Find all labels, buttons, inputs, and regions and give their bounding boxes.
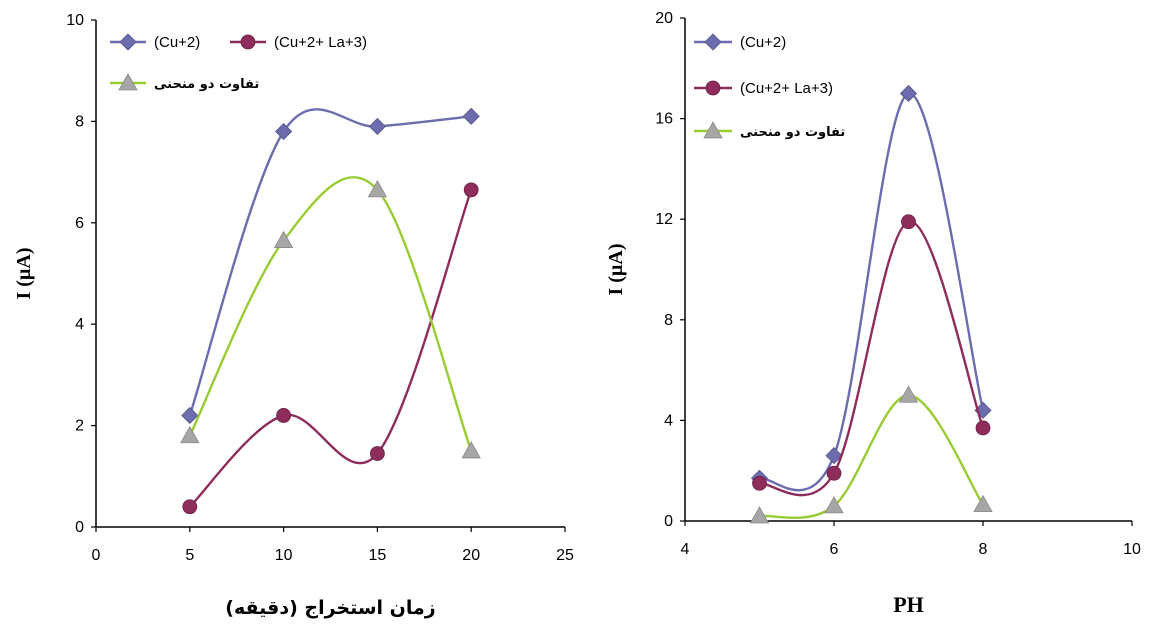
series-3 [180,176,481,459]
x-tick-label: 20 [462,547,480,564]
data-point [369,446,385,461]
x-tick-label: 5 [185,547,194,564]
data-point [749,506,770,524]
legend-marker [704,33,722,51]
legend-marker [118,73,138,91]
series-line [188,176,473,452]
y-tick-label: 2 [75,418,84,435]
legend-item: تفاوت دو منحنی [694,121,845,140]
y-tick-label: 20 [655,10,673,27]
x-tick-label: 15 [369,547,387,564]
data-point [463,182,479,198]
series-2 [182,182,479,515]
y-tick-label: 12 [655,211,673,228]
data-point [276,408,292,423]
y-tick-label: 8 [75,113,84,130]
x-axis-label: PH [893,592,924,617]
x-tick-label: 4 [681,541,690,558]
data-point [462,107,480,125]
data-point [461,441,481,459]
legend-item: تفاوت دو منحنی [110,73,259,92]
data-point [826,465,842,481]
legend-item: (Cu+2) [110,33,200,51]
x-axis-label: زمان استخراج (دقیقه) [225,597,435,619]
data-point [275,122,293,141]
legend-marker [240,34,256,50]
legend-item: (Cu+2+ La+3) [694,80,833,97]
y-axis-label: I (µA) [13,247,35,299]
series-1 [181,107,480,425]
y-tick-label: 4 [75,316,84,333]
data-point [973,494,993,513]
y-axis-label: I (µA) [605,243,627,295]
data-point [367,180,388,198]
series-2 [752,214,991,497]
legend-label: تفاوت دو منحنی [154,77,259,92]
data-point [180,425,200,444]
legend: (Cu+2) (Cu+2+ La+3) تفاوت دو منحنی [694,33,845,140]
x-tick-label: 10 [275,547,293,564]
y-tick-label: 0 [664,513,673,530]
y-tick-label: 6 [75,215,84,232]
legend-item: (Cu+2) [694,33,786,51]
series-3 [749,385,993,524]
data-point [901,214,916,230]
data-point [752,475,767,491]
x-tick-label: 10 [1123,541,1141,558]
y-tick-label: 16 [655,111,673,128]
data-point [273,230,294,248]
data-point [182,499,198,515]
legend-label: (Cu+2+ La+3) [740,80,833,97]
y-tick-label: 10 [66,12,84,29]
series-line [759,220,985,497]
legend-marker [705,80,721,96]
legend-label: (Cu+2+ La+3) [274,34,367,51]
data-point [898,385,919,403]
series-line [759,394,984,520]
series-line [188,108,472,416]
y-tick-label: 8 [664,312,673,329]
x-tick-label: 8 [979,541,988,558]
y-tick-label: 4 [664,412,673,429]
series-1 [750,84,992,492]
legend-marker [119,33,137,51]
data-point [181,406,199,425]
legend-label: (Cu+2) [154,34,200,51]
data-point [899,84,918,103]
legend-item: (Cu+2+ La+3) [230,34,367,51]
data-point [975,420,991,436]
legend-label: (Cu+2) [740,34,786,51]
legend-marker [703,121,723,139]
data-point [825,447,843,465]
data-point [368,117,386,136]
data-point [824,496,844,514]
x-tick-label: 6 [830,541,839,558]
chart-1: 0 2 4 6 8 10 0 5 10 15 20 25 I (µA) زمان استخراج (دقی… [13,12,574,619]
series-line [188,189,473,508]
x-tick-label: 25 [556,547,574,564]
y-tick-label: 0 [75,519,84,536]
x-tick-label: 0 [92,547,101,564]
series-line [759,92,985,492]
legend: (Cu+2) (Cu+2+ La+3) تفاوت دو منحنی [110,33,367,92]
legend-label: تفاوت دو منحنی [740,125,845,140]
